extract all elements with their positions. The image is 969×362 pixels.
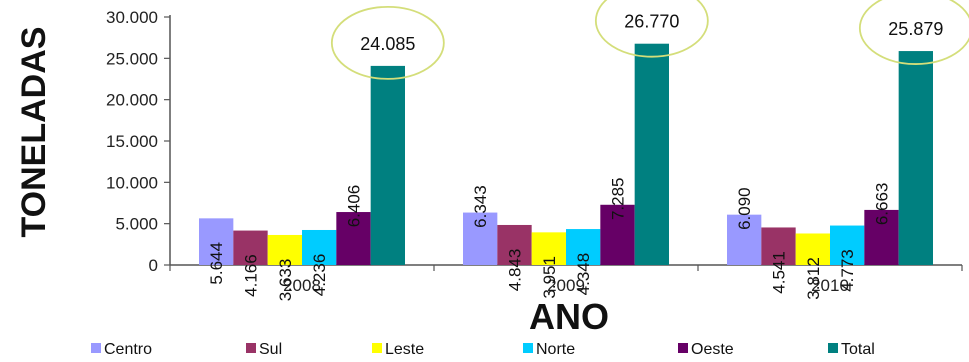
y-tick-label: 5.000 <box>115 215 158 234</box>
bar-centro-2008 <box>199 218 234 265</box>
data-label-sul: 4.166 <box>242 254 261 297</box>
data-label-norte: 4.348 <box>574 253 593 296</box>
bar-leste-2009 <box>531 232 566 265</box>
data-label-centro: 6.090 <box>735 187 754 230</box>
legend-swatch <box>523 343 533 353</box>
data-label-total: 24.085 <box>360 34 415 54</box>
x-tick-label: 2008 <box>283 276 321 295</box>
y-tick-label: 20.000 <box>106 91 158 110</box>
bar-centro-2009 <box>463 212 498 265</box>
bar-sul-2008 <box>233 230 268 265</box>
data-label-centro: 6.343 <box>471 185 490 228</box>
y-tick-label: 0 <box>149 256 158 275</box>
data-label-leste: 3.812 <box>804 257 823 300</box>
bar-leste-2010 <box>795 233 830 265</box>
legend-swatch <box>828 343 838 353</box>
total-highlight-circles <box>330 0 969 80</box>
bar-sul-2009 <box>497 224 532 265</box>
data-label-leste: 3.951 <box>540 256 559 299</box>
data-label-total: 25.879 <box>888 19 943 39</box>
y-axis-label: TONELADAS <box>15 27 53 238</box>
bar-norte-2009 <box>566 229 601 265</box>
legend-label: Sul <box>259 341 282 358</box>
data-label-norte: 4.773 <box>838 249 857 292</box>
data-label-sul: 4.843 <box>506 249 525 292</box>
data-label-oeste: 6.406 <box>345 185 364 228</box>
y-tick-label: 15.000 <box>106 132 158 151</box>
axes: 0 5.000 10.000 15.000 20.000 25.000 30.000 2008… <box>106 8 963 295</box>
x-axis-label: ANO <box>529 296 609 337</box>
bar-oeste-2009 <box>600 204 635 265</box>
highlight-circle <box>594 0 709 58</box>
legend-swatch <box>678 343 688 353</box>
bar-centro-2010 <box>727 214 762 265</box>
bar-norte-2010 <box>830 225 865 265</box>
bar-oeste-2010 <box>864 209 899 265</box>
legend-item-total: Total <box>828 341 875 358</box>
bar-total-2010 <box>898 51 933 266</box>
y-tick-label: 10.000 <box>106 173 158 192</box>
legend-label: Leste <box>385 341 424 358</box>
bar-total-2008 <box>370 65 405 265</box>
data-label-leste: 3.633 <box>276 259 295 302</box>
bar-norte-2008 <box>302 229 337 265</box>
legend-item-oeste: Oeste <box>678 341 734 358</box>
legend-swatch <box>246 343 256 353</box>
legend-item-sul: Sul <box>246 341 282 358</box>
data-label-oeste: 7.285 <box>609 178 628 221</box>
data-label-norte: 4.236 <box>310 254 329 297</box>
highlight-circle <box>330 5 445 80</box>
x-tick-label: 2009 <box>547 276 585 295</box>
legend-swatch <box>91 343 101 353</box>
highlight-circle <box>858 0 969 65</box>
data-label-centro: 5.644 <box>207 242 226 285</box>
x-tick-label: 2010 <box>811 276 849 295</box>
bar-oeste-2008 <box>336 212 371 265</box>
data-label-sul: 4.541 <box>770 251 789 294</box>
y-tick-label: 30.000 <box>106 8 158 27</box>
legend-item-norte: Norte <box>523 341 575 358</box>
legend: Centro Sul Leste Norte Oeste Total <box>91 341 875 358</box>
y-tick-label: 25.000 <box>106 49 158 68</box>
data-label-total: 26.770 <box>624 12 679 32</box>
data-label-oeste: 6.663 <box>873 183 892 226</box>
bar-total-2009 <box>634 43 669 266</box>
legend-label: Centro <box>104 341 152 358</box>
legend-item-centro: Centro <box>91 341 152 358</box>
bars: 5.644 6.343 6.090 4.166 4.843 4.541 3.633 3.951… <box>199 12 943 302</box>
legend-item-leste: Leste <box>372 341 424 358</box>
bar-sul-2010 <box>761 227 796 265</box>
bar-leste-2008 <box>267 234 302 265</box>
legend-label: Norte <box>536 341 575 358</box>
legend-swatch <box>372 343 382 353</box>
legend-label: Total <box>841 341 875 358</box>
legend-label: Oeste <box>691 341 734 358</box>
